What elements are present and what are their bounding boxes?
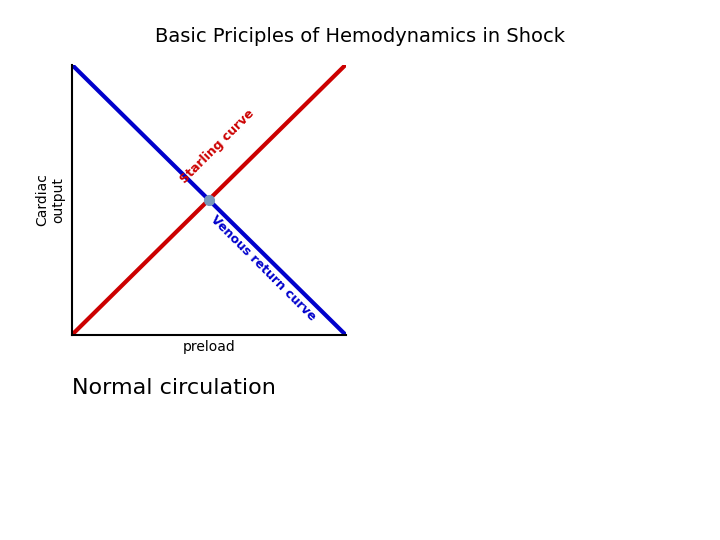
Text: Starling curve: Starling curve xyxy=(178,107,257,186)
Text: Venous return curve: Venous return curve xyxy=(208,213,318,324)
Text: Normal circulation: Normal circulation xyxy=(72,378,276,398)
Y-axis label: Cardiac
output: Cardiac output xyxy=(35,173,65,226)
X-axis label: preload: preload xyxy=(182,340,235,354)
Text: Basic Priciples of Hemodynamics in Shock: Basic Priciples of Hemodynamics in Shock xyxy=(155,27,565,46)
